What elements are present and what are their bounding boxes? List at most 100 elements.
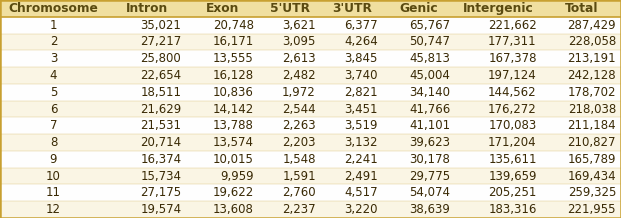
Text: 177,311: 177,311 — [488, 35, 537, 48]
Text: 39,623: 39,623 — [409, 136, 450, 149]
Text: 2,237: 2,237 — [283, 203, 316, 216]
Text: 45,004: 45,004 — [410, 69, 450, 82]
Text: 10,015: 10,015 — [213, 153, 254, 166]
Text: 18,511: 18,511 — [140, 86, 181, 99]
Text: 20,748: 20,748 — [213, 19, 254, 32]
Text: 3,621: 3,621 — [283, 19, 316, 32]
Bar — [0, 151, 621, 168]
Bar — [0, 134, 621, 151]
Text: 4: 4 — [50, 69, 57, 82]
Text: 2,613: 2,613 — [283, 52, 316, 65]
Text: 10: 10 — [46, 170, 61, 183]
Text: 30,178: 30,178 — [410, 153, 450, 166]
Text: 16,374: 16,374 — [140, 153, 181, 166]
Text: 38,639: 38,639 — [410, 203, 450, 216]
Text: Intergenic: Intergenic — [463, 2, 534, 15]
Text: 41,101: 41,101 — [409, 119, 450, 132]
Text: 3,519: 3,519 — [345, 119, 378, 132]
Text: 2,821: 2,821 — [345, 86, 378, 99]
Text: 50,747: 50,747 — [409, 35, 450, 48]
Text: 2,241: 2,241 — [344, 153, 378, 166]
Bar — [0, 101, 621, 117]
Text: 165,789: 165,789 — [568, 153, 616, 166]
Text: 6,377: 6,377 — [345, 19, 378, 32]
Text: 259,325: 259,325 — [568, 186, 616, 199]
Text: Intron: Intron — [125, 2, 168, 15]
Text: 211,184: 211,184 — [568, 119, 616, 132]
Text: 3,451: 3,451 — [345, 102, 378, 116]
Text: 41,766: 41,766 — [409, 102, 450, 116]
Text: 6: 6 — [50, 102, 57, 116]
Text: 218,038: 218,038 — [568, 102, 616, 116]
Text: 176,272: 176,272 — [488, 102, 537, 116]
Bar — [0, 84, 621, 101]
Text: 29,775: 29,775 — [409, 170, 450, 183]
Text: 5'UTR: 5'UTR — [270, 2, 310, 15]
Text: 34,140: 34,140 — [409, 86, 450, 99]
Text: 14,142: 14,142 — [212, 102, 254, 116]
Text: 9,959: 9,959 — [220, 170, 254, 183]
Text: 2,482: 2,482 — [283, 69, 316, 82]
Bar — [0, 201, 621, 218]
Text: 221,662: 221,662 — [488, 19, 537, 32]
Text: 35,021: 35,021 — [140, 19, 181, 32]
Text: 25,800: 25,800 — [140, 52, 181, 65]
Text: 13,555: 13,555 — [213, 52, 254, 65]
Text: 21,629: 21,629 — [140, 102, 181, 116]
Text: 2,203: 2,203 — [283, 136, 316, 149]
Text: 135,611: 135,611 — [488, 153, 537, 166]
Text: Genic: Genic — [400, 2, 438, 15]
Text: 10,836: 10,836 — [213, 86, 254, 99]
Text: 21,531: 21,531 — [140, 119, 181, 132]
Text: 170,083: 170,083 — [489, 119, 537, 132]
Bar — [0, 34, 621, 50]
Text: 8: 8 — [50, 136, 57, 149]
Text: 7: 7 — [50, 119, 57, 132]
Text: 4,264: 4,264 — [344, 35, 378, 48]
Text: Exon: Exon — [206, 2, 239, 15]
Text: 2,491: 2,491 — [344, 170, 378, 183]
Bar — [0, 117, 621, 134]
Text: 2,263: 2,263 — [283, 119, 316, 132]
Text: 3'UTR: 3'UTR — [332, 2, 372, 15]
Text: 3,845: 3,845 — [345, 52, 378, 65]
Text: 167,378: 167,378 — [488, 52, 537, 65]
Text: 27,217: 27,217 — [140, 35, 181, 48]
Text: 12: 12 — [46, 203, 61, 216]
Text: 287,429: 287,429 — [568, 19, 616, 32]
Text: 197,124: 197,124 — [488, 69, 537, 82]
Bar — [0, 168, 621, 184]
Text: 213,191: 213,191 — [568, 52, 616, 65]
Text: 54,074: 54,074 — [409, 186, 450, 199]
Text: 3: 3 — [50, 52, 57, 65]
Text: 22,654: 22,654 — [140, 69, 181, 82]
Text: 45,813: 45,813 — [410, 52, 450, 65]
Text: 210,827: 210,827 — [568, 136, 616, 149]
Text: 2: 2 — [50, 35, 57, 48]
Text: 242,128: 242,128 — [568, 69, 616, 82]
Text: 13,608: 13,608 — [213, 203, 254, 216]
Text: 1: 1 — [50, 19, 57, 32]
Text: 1,591: 1,591 — [283, 170, 316, 183]
Text: Total: Total — [564, 2, 598, 15]
Text: 221,955: 221,955 — [568, 203, 616, 216]
Text: 3,220: 3,220 — [345, 203, 378, 216]
Text: 4,517: 4,517 — [345, 186, 378, 199]
Text: 2,760: 2,760 — [283, 186, 316, 199]
Text: 1,972: 1,972 — [282, 86, 316, 99]
Text: 65,767: 65,767 — [409, 19, 450, 32]
Text: 3,740: 3,740 — [345, 69, 378, 82]
Text: 11: 11 — [46, 186, 61, 199]
Text: 3,095: 3,095 — [283, 35, 316, 48]
Text: 13,788: 13,788 — [213, 119, 254, 132]
Text: 1,548: 1,548 — [283, 153, 316, 166]
Bar — [0, 184, 621, 201]
Text: 169,434: 169,434 — [568, 170, 616, 183]
Bar — [0, 0, 621, 17]
Text: 139,659: 139,659 — [488, 170, 537, 183]
Text: 2,544: 2,544 — [283, 102, 316, 116]
Text: 3,132: 3,132 — [345, 136, 378, 149]
Text: 144,562: 144,562 — [488, 86, 537, 99]
Text: 13,574: 13,574 — [213, 136, 254, 149]
Text: 183,316: 183,316 — [488, 203, 537, 216]
